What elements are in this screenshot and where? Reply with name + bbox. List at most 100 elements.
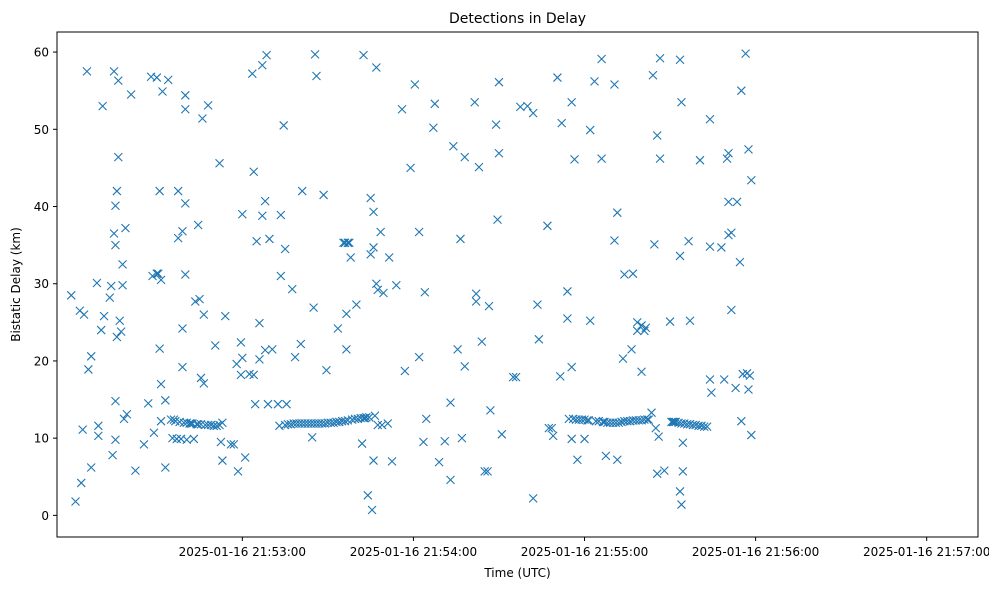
data-point (148, 271, 157, 281)
data-point (528, 494, 538, 503)
data-point (155, 186, 165, 196)
data-point (98, 101, 108, 111)
data-point (99, 311, 109, 321)
data-point (180, 104, 190, 114)
data-point (446, 398, 455, 408)
data-point (111, 240, 120, 250)
data-point (108, 450, 117, 460)
data-point (198, 114, 207, 123)
data-point (215, 158, 224, 168)
data-point (494, 148, 504, 158)
data-point (379, 288, 388, 298)
data-point (342, 309, 351, 319)
data-point (741, 49, 750, 59)
data-point (684, 236, 693, 246)
data-point (344, 238, 354, 248)
data-point (92, 278, 102, 288)
plot-area (56, 31, 979, 538)
data-point (494, 77, 504, 87)
data-point (369, 207, 378, 217)
data-point (255, 318, 264, 328)
data-point (384, 253, 394, 262)
data-point (111, 201, 120, 211)
data-point (652, 469, 662, 479)
data-point (470, 97, 480, 107)
data-point (156, 379, 166, 389)
y-tick-label: 10 (34, 432, 49, 446)
data-point (346, 253, 356, 262)
data-point (649, 239, 659, 249)
data-point (677, 500, 686, 509)
data-point (585, 316, 595, 326)
data-point (736, 416, 746, 426)
data-point (160, 395, 170, 405)
data-point (265, 234, 274, 244)
data-point (557, 118, 567, 128)
data-point (342, 344, 351, 354)
data-point (193, 419, 203, 429)
data-point (632, 326, 642, 336)
data-point (515, 102, 525, 112)
data-point (333, 324, 343, 333)
data-point (547, 423, 557, 433)
x-tick-label: 2025-01-16 21:53:00 (179, 545, 306, 559)
data-point (590, 77, 599, 86)
data-point (139, 439, 149, 449)
data-point (273, 399, 283, 409)
data-point (118, 280, 127, 290)
data-point (310, 50, 320, 59)
data-point (250, 399, 260, 409)
data-point (453, 344, 463, 354)
data-point (322, 365, 331, 375)
data-point (652, 131, 662, 140)
data-point (642, 415, 652, 425)
data-point (567, 362, 577, 372)
data-point (430, 99, 440, 109)
data-point (563, 314, 572, 323)
data-point (156, 275, 166, 285)
data-point (471, 297, 481, 306)
data-point (199, 310, 209, 320)
data-point (126, 90, 136, 99)
data-point (195, 294, 204, 304)
data-point (180, 270, 190, 279)
data-point (217, 418, 227, 428)
data-point (456, 234, 465, 244)
data-point (340, 416, 350, 426)
data-point (597, 154, 607, 164)
x-tick-label: 2025-01-16 21:54:00 (350, 545, 477, 559)
data-point (158, 87, 167, 96)
data-point (247, 69, 257, 79)
data-point (287, 284, 297, 294)
data-point (263, 399, 273, 409)
data-point (667, 417, 676, 427)
data-point (678, 438, 688, 448)
data-point (153, 269, 163, 279)
data-point (217, 456, 227, 465)
data-point (152, 73, 162, 82)
data-point (249, 167, 259, 177)
data-point (457, 433, 467, 443)
data-point (252, 236, 261, 246)
data-point (160, 463, 170, 472)
data-point (724, 148, 733, 158)
data-point (361, 412, 371, 422)
data-point (675, 487, 685, 496)
data-point (677, 97, 686, 107)
data-point (440, 436, 450, 446)
data-point (178, 324, 187, 333)
data-point (180, 199, 190, 208)
data-point (373, 285, 383, 295)
data-point (654, 432, 664, 442)
data-point (612, 208, 622, 218)
data-point (121, 223, 130, 233)
data-point (113, 76, 123, 86)
data-point (655, 154, 665, 164)
data-point (722, 154, 732, 164)
data-point (414, 227, 424, 237)
data-point (678, 466, 688, 476)
data-point (724, 197, 733, 207)
data-point (528, 108, 538, 118)
data-point (172, 434, 182, 444)
data-point (637, 321, 646, 330)
